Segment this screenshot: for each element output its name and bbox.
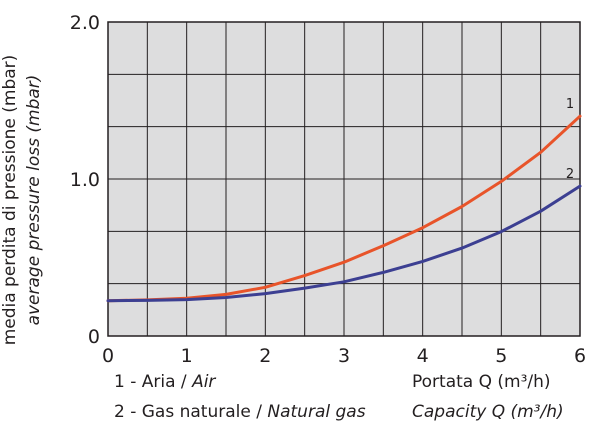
series-line-2 xyxy=(106,184,582,303)
y-axis-label-italian: media perdita di pressione (mbar) xyxy=(0,54,20,346)
x-tick-label: 3 xyxy=(338,345,350,367)
y-axis-label-english: average pressure loss (mbar) xyxy=(24,74,44,326)
x-axis-label-italian: Portata Q (m³/h) xyxy=(412,372,551,392)
series-label-2: 2 xyxy=(566,167,574,182)
legend-item-1: 1 - Aria / Air xyxy=(114,372,215,392)
legend-item-2: 2 - Gas naturale / Natural gas xyxy=(114,402,366,422)
x-tick-label: 2 xyxy=(259,345,271,367)
series-label-1: 1 xyxy=(566,97,574,112)
legend-label-2: 2 - Gas naturale / xyxy=(114,402,268,422)
x-tick-label: 6 xyxy=(574,345,586,367)
legend-label-2-english: Natural gas xyxy=(267,402,366,422)
x-tick-label: 4 xyxy=(417,345,429,367)
plot-frame xyxy=(107,21,581,337)
legend-label-1: 1 - Aria / xyxy=(114,372,193,392)
legend-label-1-english: Air xyxy=(192,372,216,392)
y-tick-label: 2.0 xyxy=(70,12,100,34)
x-tick-label: 5 xyxy=(495,345,507,367)
x-tick-label: 1 xyxy=(181,345,193,367)
x-axis-label-english: Capacity Q (m³/h) xyxy=(412,402,564,422)
x-tick-label: 0 xyxy=(102,345,114,367)
y-tick-label: 1.0 xyxy=(70,169,100,191)
y-tick-label: 0 xyxy=(88,326,100,348)
